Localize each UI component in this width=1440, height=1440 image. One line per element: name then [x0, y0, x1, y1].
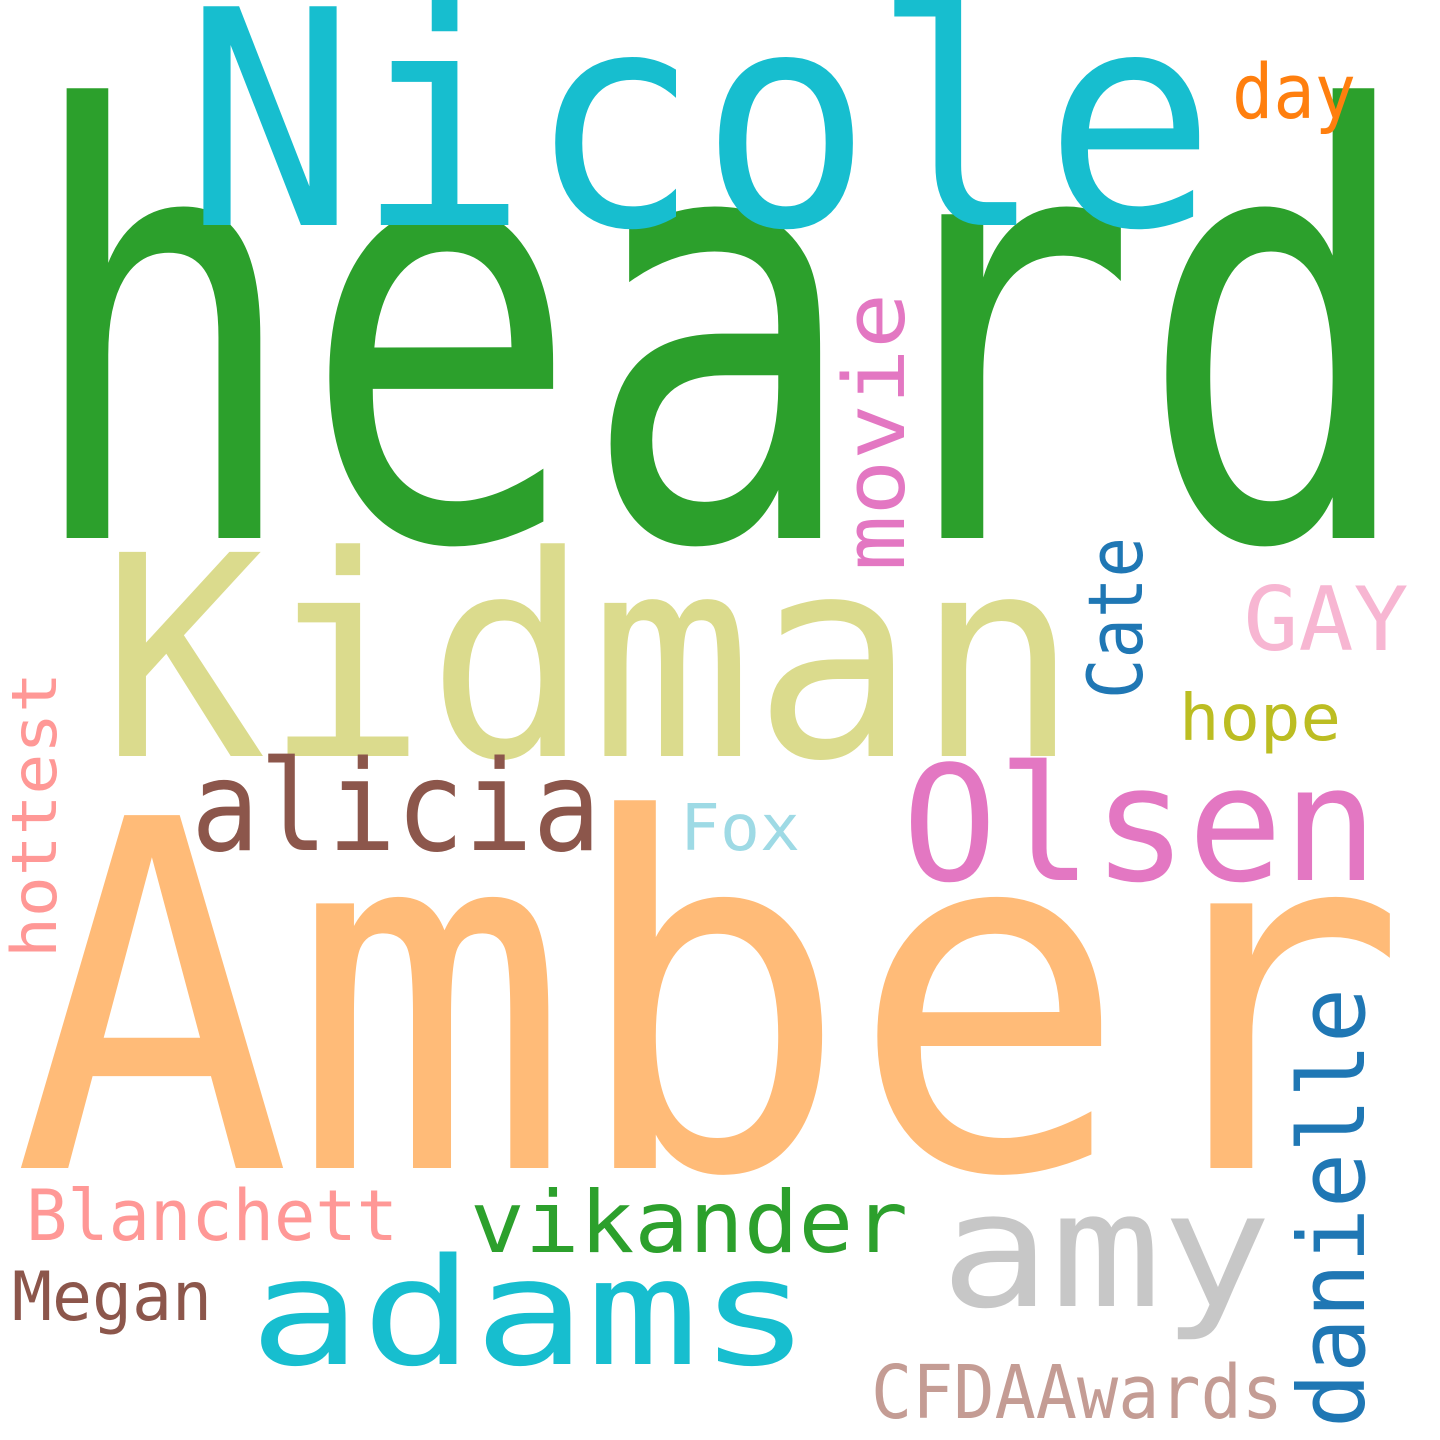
word-amy: amy	[940, 1157, 1272, 1344]
word-amber: Amber	[13, 720, 1408, 1283]
word-danielle: danielle	[1279, 988, 1386, 1428]
word-cate: Cate	[1071, 537, 1160, 699]
word-nicole: Nicole	[184, 0, 1216, 296]
word-fox: Fox	[680, 792, 800, 866]
word-hope: hope	[1179, 682, 1341, 756]
word-vikander: vikander	[470, 1173, 908, 1273]
word-gay: GAY	[1244, 568, 1409, 671]
word-day: day	[1232, 47, 1356, 136]
word-movie: movie	[826, 293, 925, 571]
word-adams: adams	[249, 1227, 811, 1399]
word-olsen: Olsen	[902, 731, 1378, 918]
word-heard: heard	[23, 0, 1418, 678]
word-cfdaawards: CFDAAwards	[871, 1350, 1283, 1436]
word-blanchett: Blanchett	[26, 1175, 398, 1257]
word-kidman: Kidman	[101, 497, 1079, 823]
word-hottest: hottest	[0, 672, 71, 958]
word-alicia: alicia	[191, 733, 601, 880]
word-megan: Megan	[12, 1258, 212, 1337]
